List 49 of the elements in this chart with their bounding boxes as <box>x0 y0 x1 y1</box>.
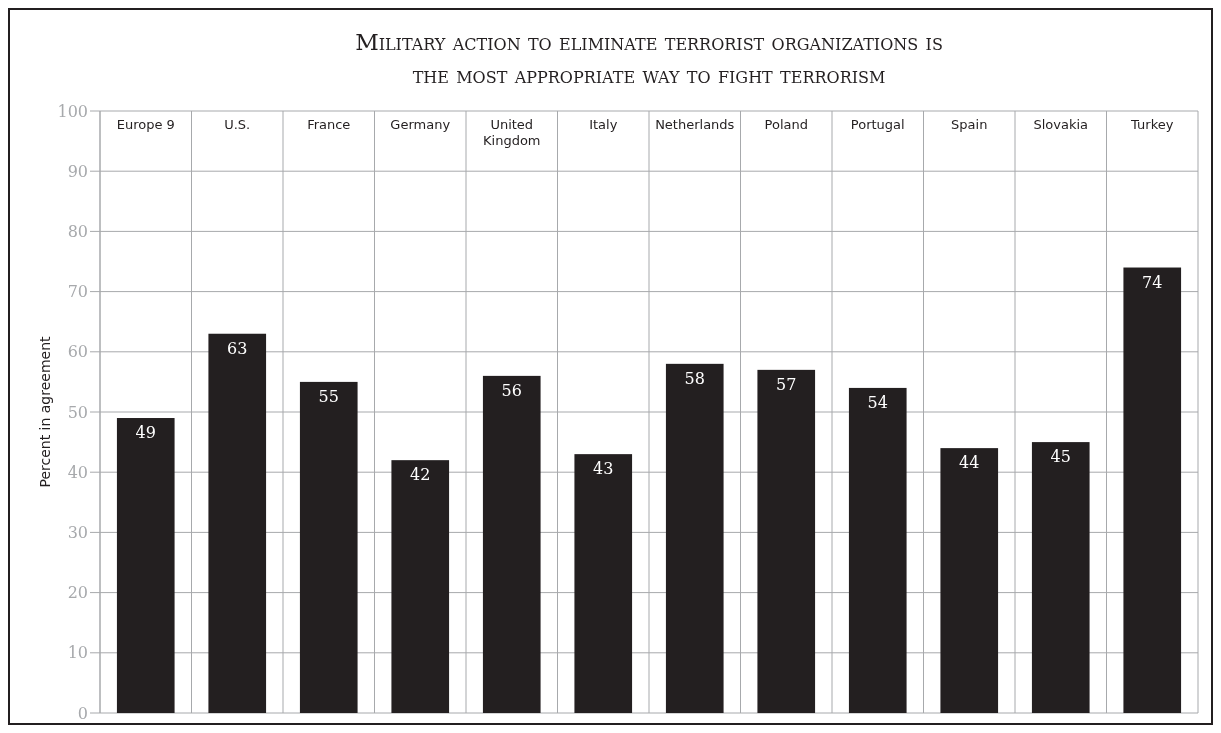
x-tick-label: Netherlands <box>655 117 735 132</box>
bar <box>940 448 999 713</box>
x-tick-label: U.S. <box>224 117 251 132</box>
data-label: 74 <box>1142 272 1163 292</box>
y-axis-title: Percent in agreement <box>37 335 53 488</box>
data-label: 44 <box>959 453 980 473</box>
chart-title: Military action to eliminate terrorist organizations is the most appropriate way to fight terrorism <box>355 29 943 88</box>
data-label: 45 <box>1050 447 1071 467</box>
bar <box>482 375 541 713</box>
y-tick-label: 10 <box>67 643 88 663</box>
y-tick-label: 0 <box>77 703 88 723</box>
x-tick-label: Europe 9 <box>116 117 175 132</box>
bar <box>574 454 633 713</box>
x-tick-label: Turkey <box>1130 117 1174 132</box>
y-tick-label: 30 <box>67 523 88 542</box>
y-tick-label: 70 <box>67 282 88 302</box>
bar <box>208 333 267 713</box>
bar <box>1031 442 1090 713</box>
y-tick-label: 80 <box>67 222 88 241</box>
data-label: 54 <box>867 392 888 412</box>
data-label: 57 <box>776 374 797 394</box>
data-label: 55 <box>318 386 339 406</box>
x-tick-label: France <box>307 117 351 132</box>
data-label: 63 <box>227 338 248 358</box>
data-label: 49 <box>135 423 156 443</box>
data-label: 58 <box>684 368 705 388</box>
x-tick-label: Germany <box>390 117 451 132</box>
x-tick-label: Spain <box>951 117 988 132</box>
x-tick-label: Poland <box>764 117 808 132</box>
bar <box>665 363 724 713</box>
y-tick-label: 100 <box>57 101 88 121</box>
x-tick-label: Portugal <box>850 117 905 132</box>
data-label: 43 <box>593 459 614 479</box>
bar <box>116 418 175 713</box>
bar <box>391 460 450 713</box>
x-tick-label: Slovakia <box>1033 117 1089 132</box>
bar <box>848 387 907 713</box>
y-tick-label: 60 <box>67 342 88 362</box>
y-tick-label: 90 <box>67 161 88 181</box>
x-tick-label: Italy <box>589 117 618 132</box>
bar <box>757 369 816 713</box>
y-tick-label: 40 <box>67 462 88 482</box>
bar <box>1123 267 1182 713</box>
data-label: 42 <box>410 465 431 485</box>
y-tick-label: 50 <box>67 402 88 422</box>
bar <box>299 381 358 713</box>
y-tick-label: 20 <box>67 583 88 603</box>
x-tick-label: United Kingdom <box>483 117 541 148</box>
data-label: 56 <box>501 380 522 400</box>
